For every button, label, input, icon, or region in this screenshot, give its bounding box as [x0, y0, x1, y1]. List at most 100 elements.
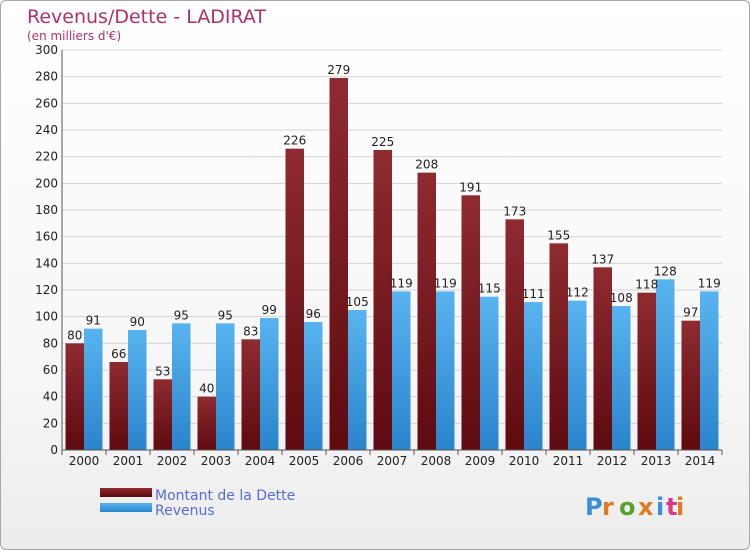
bar-debt	[417, 172, 436, 450]
value-label: 118	[635, 278, 658, 292]
value-label: 137	[591, 252, 614, 266]
value-label: 225	[371, 135, 394, 149]
y-tick-label: 0	[50, 443, 58, 457]
chart-title: Revenus/Dette - LADIRAT	[27, 6, 266, 28]
bar-revenue	[656, 279, 675, 450]
bars	[65, 78, 719, 450]
value-label: 119	[434, 276, 457, 290]
value-label: 95	[174, 308, 189, 322]
bar-revenue	[216, 323, 235, 450]
x-tick-label: 2014	[685, 454, 716, 468]
x-tick-label: 2010	[509, 454, 540, 468]
x-tick-label: 2012	[597, 454, 628, 468]
value-label: 105	[346, 295, 369, 309]
bar-debt	[593, 267, 612, 450]
y-tick-label: 160	[35, 230, 58, 244]
x-tick-label: 2011	[553, 454, 584, 468]
bar-revenue	[392, 291, 411, 450]
x-tick-label: 2005	[289, 454, 320, 468]
legend: Montant de la Dette Revenus	[100, 488, 295, 519]
value-label: 108	[610, 291, 633, 305]
x-tick-label: 2009	[465, 454, 496, 468]
y-axis-ticks: 0 20 40 60 80 100 120 140 160 180 200 220 240 260 280 3…	[35, 43, 58, 457]
value-label: 119	[390, 276, 413, 290]
y-tick-label: 120	[35, 283, 58, 297]
logo-letter: P	[585, 493, 603, 521]
bar-debt	[505, 219, 524, 450]
value-label: 155	[547, 228, 570, 242]
value-labels: 80 91 66 90 53 95 40 95 83 99 226 96 279 105 225 119 208…	[67, 63, 721, 396]
value-label: 208	[415, 158, 438, 172]
y-tick-label: 280	[35, 70, 58, 84]
value-label: 91	[86, 314, 101, 328]
bar-debt	[373, 150, 392, 450]
bar-revenue	[260, 318, 279, 450]
value-label: 83	[243, 324, 258, 338]
y-tick-label: 300	[35, 43, 58, 57]
axes	[61, 50, 722, 451]
value-label: 119	[698, 276, 721, 290]
value-label: 279	[327, 63, 350, 77]
bar-revenue	[612, 306, 631, 450]
x-tick-label: 2000	[69, 454, 100, 468]
y-tick-label: 180	[35, 203, 58, 217]
value-label: 90	[130, 315, 145, 329]
bar-debt	[65, 343, 84, 450]
legend-label-revenue: Revenus	[155, 503, 215, 519]
logo-letter: x	[638, 493, 654, 521]
logo-letter: o	[619, 493, 636, 521]
bar-debt	[153, 379, 172, 450]
bar-debt	[549, 243, 568, 450]
legend-label-debt: Montant de la Dette	[155, 488, 295, 504]
value-label: 80	[67, 328, 82, 342]
logo-letter: i	[676, 493, 684, 521]
bar-debt	[197, 396, 216, 450]
bar-debt	[109, 362, 128, 450]
y-tick-label: 140	[35, 256, 58, 270]
bar-revenue	[436, 291, 455, 450]
chart-subtitle: (en milliers d'€)	[27, 29, 121, 43]
x-tick-label: 2013	[641, 454, 672, 468]
value-label: 97	[683, 306, 698, 320]
bar-debt	[285, 148, 304, 450]
x-axis-ticks: 2000 2001 2002 2003 2004 2005 2006 2007 2008 2009…	[61, 450, 723, 468]
value-label: 112	[566, 286, 589, 300]
y-tick-label: 60	[43, 363, 58, 377]
value-label: 95	[218, 308, 233, 322]
bar-revenue	[524, 302, 543, 450]
y-tick-label: 260	[35, 96, 58, 110]
bar-debt	[241, 339, 260, 450]
x-tick-label: 2001	[113, 454, 144, 468]
value-label: 53	[155, 364, 170, 378]
value-label: 40	[199, 382, 214, 396]
bar-revenue	[172, 323, 191, 450]
y-tick-label: 220	[35, 150, 58, 164]
bar-debt	[637, 292, 656, 450]
y-tick-label: 100	[35, 310, 58, 324]
bar-revenue	[480, 296, 499, 450]
bar-debt	[329, 78, 348, 450]
logo-letter: r	[602, 493, 614, 521]
x-tick-label: 2006	[333, 454, 364, 468]
bar-debt	[681, 320, 700, 450]
y-tick-label: 240	[35, 123, 58, 137]
y-tick-label: 40	[43, 390, 58, 404]
bar-revenue	[128, 330, 147, 450]
bar-revenue	[348, 310, 367, 450]
x-tick-label: 2008	[421, 454, 452, 468]
bar-revenue	[700, 291, 719, 450]
value-label: 128	[654, 264, 677, 278]
legend-swatch-revenue	[100, 503, 152, 512]
x-tick-label: 2002	[157, 454, 188, 468]
logo-letter: i	[656, 493, 664, 521]
value-label: 99	[262, 303, 277, 317]
x-tick-label: 2004	[245, 454, 276, 468]
y-tick-label: 80	[43, 336, 58, 350]
value-label: 226	[283, 134, 306, 148]
bar-debt	[461, 195, 480, 450]
x-tick-label: 2007	[377, 454, 408, 468]
bar-revenue	[84, 328, 103, 450]
value-label: 191	[459, 180, 482, 194]
